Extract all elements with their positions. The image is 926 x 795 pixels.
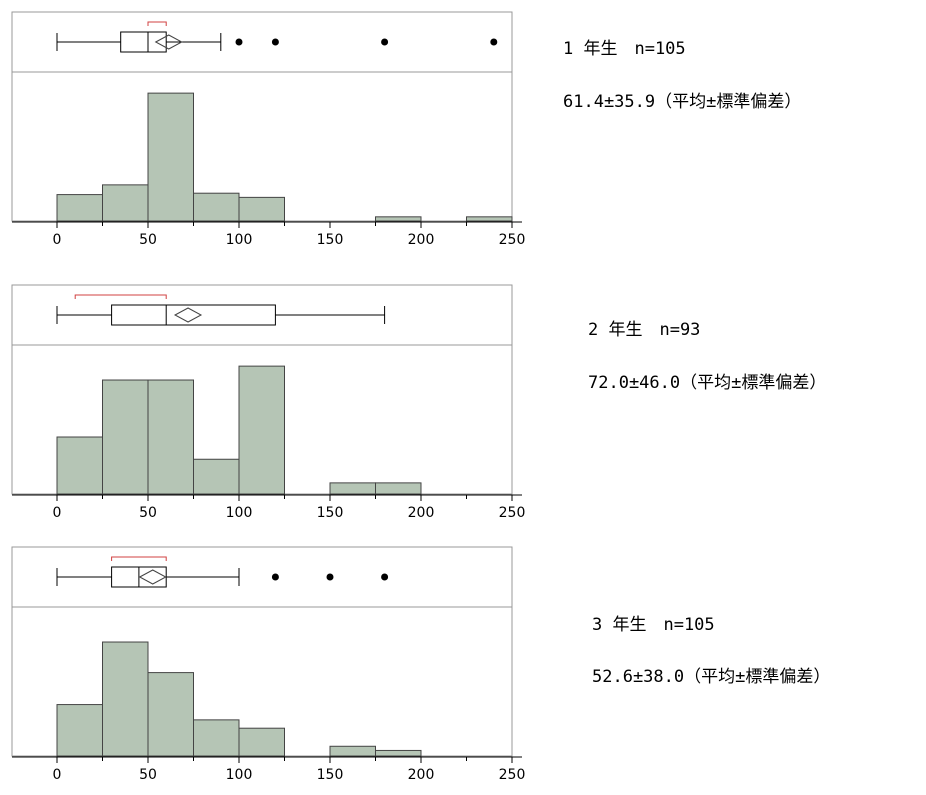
chart-2-bar xyxy=(193,458,240,495)
chart-panel-3: 0 50 100 150 200 250 xyxy=(0,545,540,795)
chart-panel-2: 0 50 100 150 200 250 xyxy=(0,283,540,533)
chart-3-outlier xyxy=(381,573,389,581)
chart-1-frame xyxy=(11,11,513,222)
chart-1-x-tick-label: 200 xyxy=(408,232,435,248)
chart-3-bar xyxy=(56,704,103,757)
chart-3-outlier xyxy=(271,573,279,581)
chart-1-box xyxy=(120,31,167,53)
chart-1-x-tick-label: 150 xyxy=(317,232,344,248)
chart-2-x-tick-label: 150 xyxy=(317,505,344,521)
chart-2-x-tick-label: 200 xyxy=(408,505,435,521)
chart-1-bar xyxy=(102,184,149,222)
chart-1-bar xyxy=(466,216,513,222)
chart-2-x-tick-label: 0 xyxy=(53,505,62,521)
chart-3-bar xyxy=(147,672,194,757)
chart-2-bar xyxy=(238,365,285,495)
chart-3-group-label: 3 年生 n=105 xyxy=(592,615,715,635)
chart-3-bar xyxy=(375,749,422,757)
chart-2-x-tick-label: 50 xyxy=(139,505,157,521)
chart-2-group-label: 2 年生 n=93 xyxy=(588,320,701,340)
chart-1-x-tick-label: 0 xyxy=(53,232,62,248)
chart-2-bar xyxy=(102,379,149,495)
chart-2-mean-diamond xyxy=(173,307,203,323)
chart-1-bar xyxy=(147,92,194,222)
chart-3-x-tick-label: 250 xyxy=(499,767,526,783)
chart-2-x-tick-label: 100 xyxy=(226,505,253,521)
chart-1-shortest-half-bracket xyxy=(147,21,167,26)
chart-3-x-tick-label: 50 xyxy=(139,767,157,783)
chart-3-x-tick-label: 100 xyxy=(226,767,253,783)
chart-1-bar xyxy=(193,192,240,222)
chart-1-outlier xyxy=(490,38,498,46)
chart-3-bar xyxy=(102,641,149,757)
chart-1-outlier xyxy=(381,38,389,46)
chart-3-bar xyxy=(193,719,240,757)
chart-2-svg: 0 50 100 150 200 250 xyxy=(11,284,526,521)
chart-2-box xyxy=(111,304,276,326)
chart-1-bar xyxy=(238,196,285,222)
chart-1-bar xyxy=(56,194,103,222)
chart-2-bar xyxy=(375,482,422,495)
chart-3-outlier xyxy=(326,573,334,581)
chart-2-stat-label: 72.0±46.0（平均±標準偏差） xyxy=(588,373,827,393)
chart-1-x-tick-label: 100 xyxy=(226,232,253,248)
chart-3-svg: 0 50 100 150 200 250 xyxy=(11,546,526,783)
chart-1-outlier xyxy=(235,38,243,46)
chart-3-mean-diamond xyxy=(138,569,167,585)
chart-2-bar xyxy=(147,379,194,495)
chart-1-stat-label: 61.4±35.9（平均±標準偏差） xyxy=(563,92,802,112)
chart-3-shortest-half-bracket xyxy=(111,556,167,561)
chart-1-x-tick-label: 250 xyxy=(499,232,526,248)
chart-1-svg: 0 50 100 150 200 250 xyxy=(11,11,526,248)
chart-2-bar xyxy=(329,482,376,495)
chart-1-mean-diamond xyxy=(154,34,183,50)
chart-3-stat-label: 52.6±38.0（平均±標準偏差） xyxy=(592,667,831,687)
chart-3-x-tick-label: 0 xyxy=(53,767,62,783)
chart-1-bar xyxy=(375,216,422,222)
chart-2-shortest-half-bracket xyxy=(74,294,167,299)
chart-panel-1: 0 50 100 150 200 250 xyxy=(0,10,540,260)
chart-2-x-tick-label: 250 xyxy=(499,505,526,521)
chart-3-x-tick-label: 150 xyxy=(317,767,344,783)
chart-2-bar xyxy=(56,436,103,495)
chart-3-bar xyxy=(238,727,285,757)
chart-1-outlier xyxy=(271,38,279,46)
chart-3-bar xyxy=(329,745,376,757)
chart-1-group-label: 1 年生 n=105 xyxy=(563,39,686,59)
chart-3-x-tick-label: 200 xyxy=(408,767,435,783)
chart-1-x-tick-label: 50 xyxy=(139,232,157,248)
